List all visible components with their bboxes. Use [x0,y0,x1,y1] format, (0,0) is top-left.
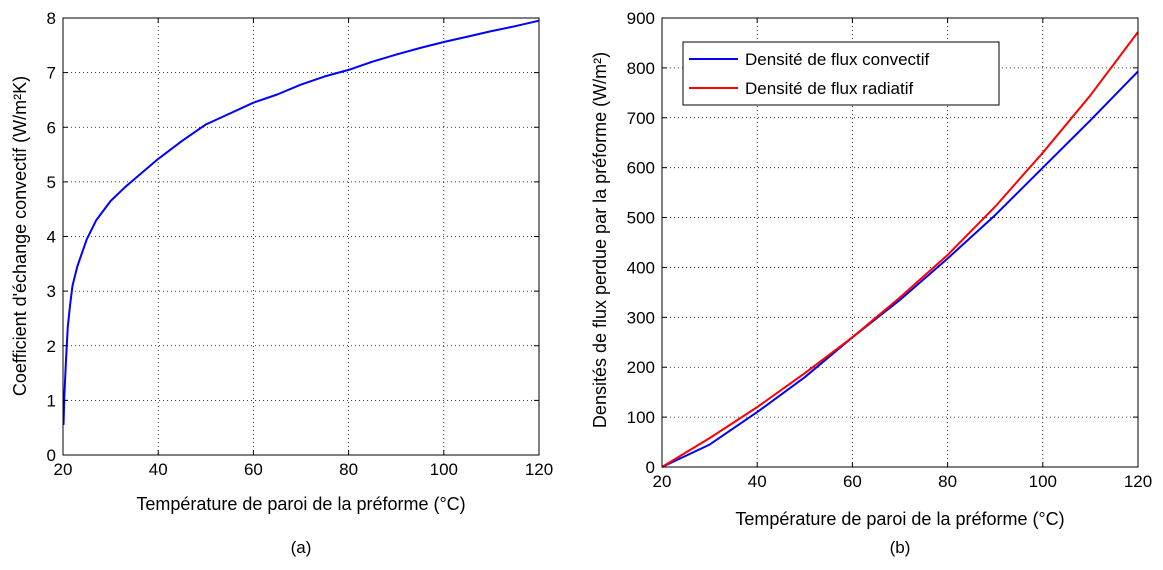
chart-b-x-ticks: 20 40 60 80 100 120 [653,18,1152,491]
chart-b-legend: Densité de flux convectif Densité de flu… [682,41,1000,106]
y-tick-label: 1 [47,391,56,410]
y-tick-label: 6 [47,118,56,137]
chart-b: 20 40 60 80 100 120 0 100 200 300 400 500 600 700 800… [590,9,1152,557]
x-tick-label: 80 [339,460,358,479]
chart-a-grid [63,18,539,455]
chart-b-y-ticks: 0 100 200 300 400 500 600 700 800 900 [627,9,1138,477]
x-tick-label: 80 [938,472,957,491]
x-tick-label: 40 [748,472,767,491]
x-tick-label: 100 [430,460,458,479]
chart-a-lines [62,19,540,426]
x-tick-label: 20 [54,460,73,479]
legend-label-radiatif: Densité de flux radiatif [745,79,913,98]
y-tick-label: 900 [627,9,655,28]
legend-box [682,41,1000,106]
chart-b-xlabel: Température de paroi de la préforme (°C) [735,509,1064,529]
y-tick-label: 500 [627,209,655,228]
x-tick-label: 120 [1124,472,1152,491]
y-tick-label: 800 [627,59,655,78]
y-tick-label: 0 [646,458,655,477]
chart-a: 20 40 60 80 100 120 0 1 2 3 4 5 6 7 8 Température de … [10,9,553,557]
y-tick-label: 700 [627,109,655,128]
chart-b-lines [661,31,1139,468]
series-line-0 [661,70,1139,468]
x-tick-label: 20 [653,472,672,491]
x-tick-label: 60 [244,460,263,479]
y-tick-label: 300 [627,308,655,327]
y-tick-label: 5 [47,173,56,192]
chart-a-y-ticks: 0 1 2 3 4 5 6 7 8 [47,9,539,465]
chart-a-xlabel: Température de paroi de la préforme (°C) [136,494,465,514]
chart-b-frame [661,17,1139,468]
x-tick-label: 120 [525,460,553,479]
series-line-0 [62,19,540,426]
y-tick-label: 200 [627,358,655,377]
chart-b-caption: (b) [890,538,911,557]
chart-a-caption: (a) [291,538,312,557]
chart-b-ylabel: Densités de flux perdue par la préforme … [590,52,610,428]
y-tick-label: 100 [627,408,655,427]
legend-label-convectif: Densité de flux convectif [745,50,930,69]
chart-a-x-ticks: 20 40 60 80 100 120 [54,18,553,479]
y-tick-label: 2 [47,337,56,356]
x-tick-label: 100 [1029,472,1057,491]
y-tick-label: 600 [627,159,655,178]
chart-b-grid [662,18,1138,467]
y-tick-label: 400 [627,258,655,277]
y-tick-label: 7 [47,64,56,83]
y-tick-label: 8 [47,9,56,28]
chart-a-ylabel: Coefficient d'échange convectif (W/m²K) [10,76,30,396]
x-tick-label: 60 [843,472,862,491]
y-tick-label: 4 [47,228,56,247]
y-tick-label: 0 [47,446,56,465]
series-line-1 [661,31,1139,468]
x-tick-label: 40 [149,460,168,479]
y-tick-label: 3 [47,282,56,301]
